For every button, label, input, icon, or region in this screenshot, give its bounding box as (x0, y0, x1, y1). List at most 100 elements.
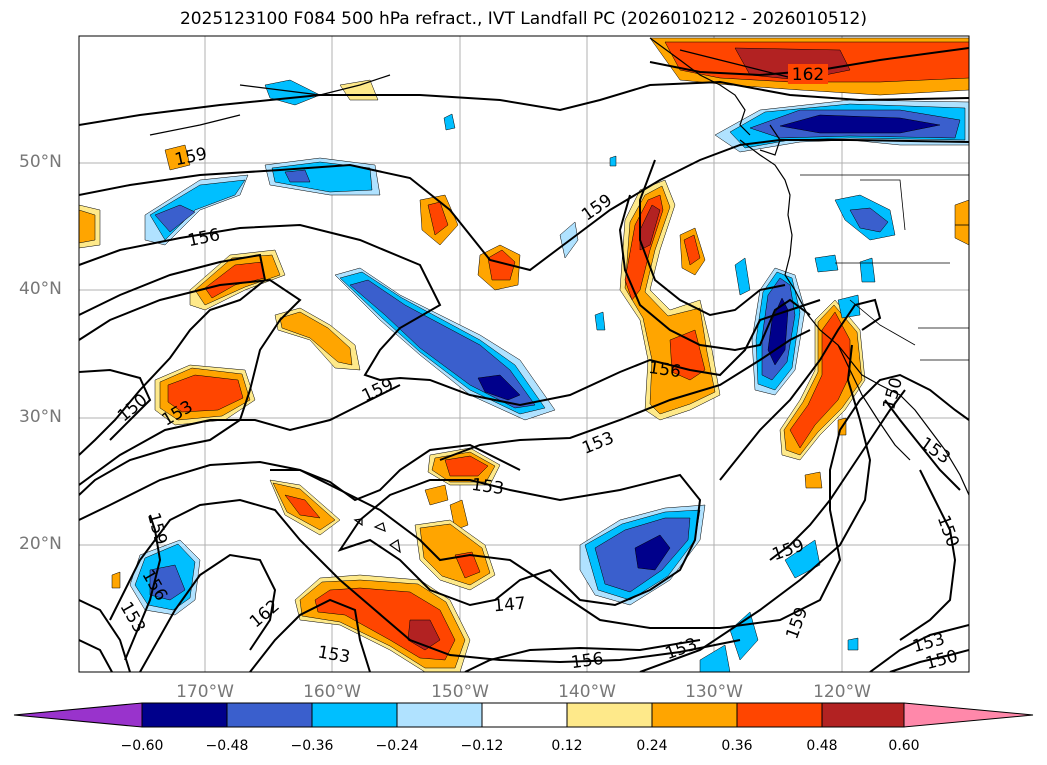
contour-line (884, 399, 961, 491)
colorbar-segment (481, 702, 568, 728)
shading-positive (424, 484, 449, 506)
contour-line (79, 368, 152, 441)
contour-line (719, 298, 882, 481)
lon-label: 170°W (176, 682, 234, 702)
shading-negative (149, 564, 186, 601)
contour-label: 153 (470, 475, 505, 499)
contour-line (79, 139, 969, 272)
shading-negative (837, 294, 861, 319)
colorbar-segment (566, 702, 653, 728)
contour-line (270, 443, 521, 502)
shading-positive (79, 209, 96, 244)
colorbar-segment (736, 702, 823, 728)
colorbar-label: −0.36 (290, 738, 334, 754)
map-title: 2025123100 F084 500 hPa refract., IVT La… (179, 9, 867, 29)
contour-line (249, 598, 371, 672)
colorbar-label: −0.12 (460, 738, 504, 754)
shading-positive (954, 199, 969, 246)
shading-negative (609, 155, 617, 167)
contour-line (79, 80, 969, 126)
shading-positive (487, 249, 516, 281)
colorbar-label: 0.24 (636, 738, 668, 754)
shading-negative (634, 534, 671, 571)
shading-negative (154, 204, 196, 233)
colorbar-label: 0.36 (721, 738, 753, 754)
colorbar-label: 0.60 (888, 738, 920, 754)
colorbar-extend-high (903, 702, 1034, 728)
lon-label: 140°W (558, 682, 616, 702)
shading-negative (814, 254, 839, 273)
contour-label: 156 (570, 649, 605, 673)
lon-label: 130°W (685, 682, 743, 702)
contour-label: 147 (493, 594, 527, 617)
shading-negative (779, 114, 941, 134)
contour-line (79, 373, 969, 629)
shading-negative (847, 637, 859, 651)
shading-negative (784, 539, 821, 579)
colorbar-label: −0.24 (375, 738, 419, 754)
contour-line (899, 469, 957, 641)
shading-positive (111, 571, 121, 589)
contour-line (769, 389, 906, 561)
shading-negative (477, 374, 521, 401)
shading-positive (164, 144, 191, 171)
shading-negative (594, 311, 606, 331)
shading-positive (449, 499, 469, 531)
lat-label: 20°N (19, 534, 62, 554)
shading-negative (443, 113, 456, 131)
borders (800, 174, 969, 361)
contours (79, 47, 969, 672)
contour-line (79, 599, 131, 672)
contour-line (79, 223, 821, 407)
colorbar-label: 0.12 (551, 738, 583, 754)
shading-positive (279, 311, 353, 366)
contour-line (109, 498, 741, 664)
colorbar-segment (821, 702, 905, 728)
contour-line (337, 473, 702, 607)
map-frame (78, 35, 970, 673)
ivt-shading (79, 37, 969, 672)
colorbar-segment (396, 702, 483, 728)
shading-positive (683, 234, 701, 266)
lat-label: 50°N (19, 152, 62, 172)
lon-label: 120°W (813, 682, 871, 702)
shading-positive (789, 311, 851, 449)
shading-negative (849, 207, 889, 233)
colorbar-segment (311, 702, 398, 728)
contour-line (79, 384, 401, 486)
colorbar-label: 0.48 (806, 738, 838, 754)
contour-line (639, 159, 786, 317)
contour-line (889, 649, 969, 672)
contour-line (618, 194, 811, 352)
shading-negative (349, 279, 536, 409)
colorbar-segment (651, 702, 738, 728)
lat-label: 40°N (19, 279, 62, 299)
shading-negative (767, 297, 789, 366)
contour-line (79, 639, 113, 672)
shading-negative (284, 169, 311, 183)
colorbar (13, 702, 1034, 728)
colorbar-label: −0.60 (120, 738, 164, 754)
lat-label: 30°N (19, 407, 62, 427)
contour-line (139, 553, 277, 672)
contour-line (639, 344, 872, 672)
shading-positive (454, 551, 481, 579)
contour-label: 162 (792, 65, 824, 85)
colorbar-label: −0.48 (205, 738, 249, 754)
colorbar-segment (226, 702, 313, 728)
lon-label: 160°W (303, 682, 361, 702)
contour-label: 156 (647, 358, 682, 382)
shading-negative (699, 644, 731, 672)
contour-line (79, 253, 267, 456)
map-plot-area: 162 159 159 156 156 153 150 159 153 156 … (79, 36, 969, 673)
contour-line (79, 278, 302, 496)
contour-line (439, 329, 811, 461)
contour-line (869, 624, 969, 672)
shading-negative (734, 257, 751, 296)
shading-positive (804, 471, 823, 489)
shading-positive (444, 455, 489, 477)
shading-positive (427, 201, 449, 236)
shading-positive (639, 204, 661, 251)
colorbar-extend-low (13, 702, 143, 728)
